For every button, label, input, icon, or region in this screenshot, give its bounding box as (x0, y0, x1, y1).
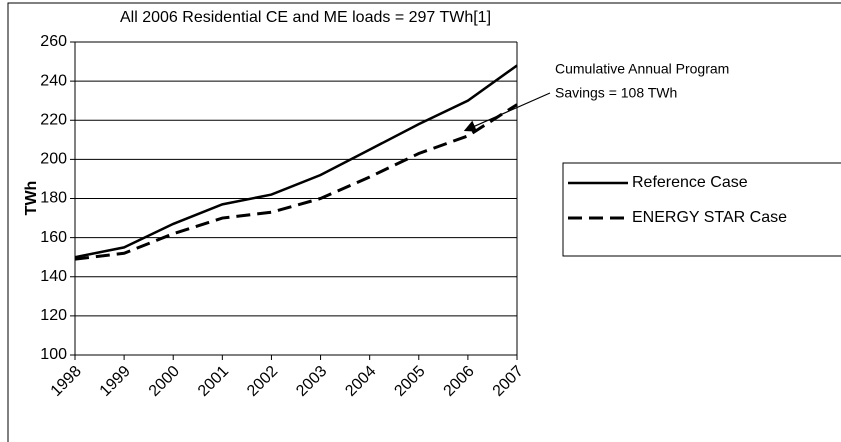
line-series (74, 103, 518, 261)
annotation: Savings = 108 TWh (555, 85, 677, 101)
y-tick-label: 220 (40, 111, 67, 128)
y-tick-label: 180 (40, 190, 67, 207)
y-tick-label: 140 (40, 268, 67, 285)
x-tick-label: 2007 (490, 363, 527, 400)
y-tick-label: 260 (40, 33, 67, 50)
x-tick-label: 1999 (97, 363, 134, 400)
x-tick-label: 2002 (244, 363, 281, 400)
x-tick-label: 2003 (293, 363, 330, 400)
x-tick-label: 2004 (342, 363, 379, 400)
x-tick-label: 2005 (391, 363, 428, 400)
x-tick-label: 2001 (195, 363, 232, 400)
legend (562, 162, 841, 257)
y-tick-label: 200 (40, 151, 67, 168)
annotation-arrow (463, 92, 551, 132)
y-tick-label: 160 (40, 229, 67, 246)
x-tick-label: 1998 (48, 363, 85, 400)
x-tick-label: 2006 (441, 363, 478, 400)
line-series (74, 64, 518, 259)
legend-label: Reference Case (632, 174, 748, 191)
y-tick-label: 120 (40, 307, 67, 324)
y-tick-label: 240 (40, 72, 67, 89)
y-axis-label: TWh (23, 181, 40, 216)
y-tick-label: 100 (40, 346, 67, 363)
annotation: Cumulative Annual Program (555, 61, 729, 77)
annotation: All 2006 Residential CE and ME loads = 2… (120, 9, 491, 26)
legend-label: ENERGY STAR Case (632, 209, 787, 226)
chart-frame (7, 2, 841, 442)
x-tick-label: 2000 (146, 363, 183, 400)
